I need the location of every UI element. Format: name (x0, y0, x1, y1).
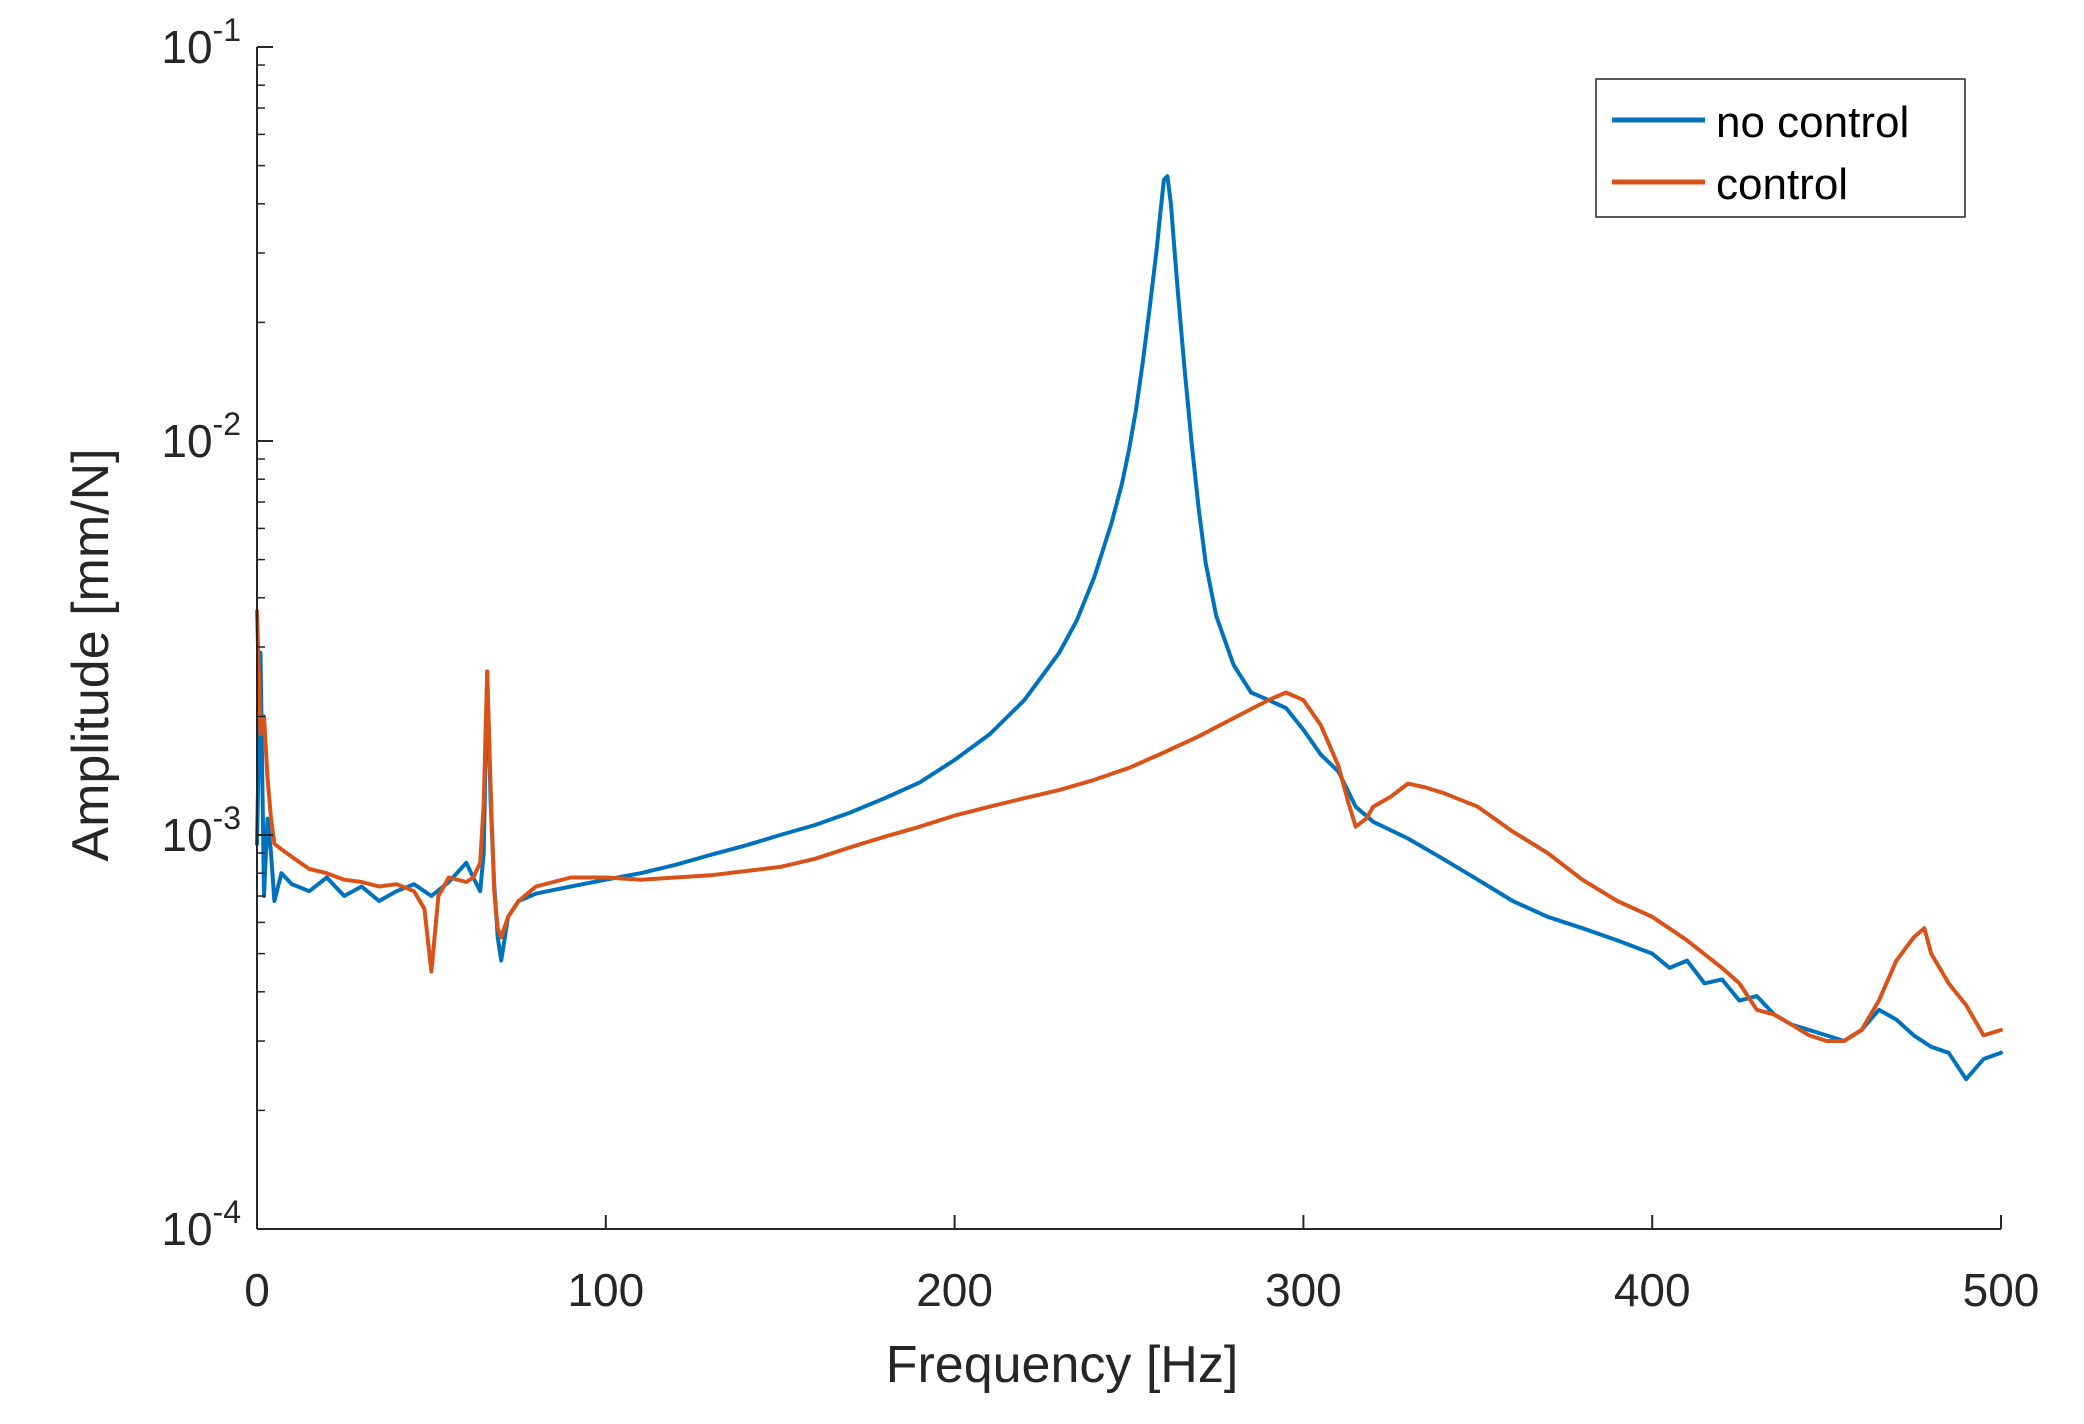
x-tick-label: 100 (567, 1264, 644, 1316)
x-ticks: 0 100 200 300 400 500 (244, 1215, 2039, 1316)
legend-box (1595, 78, 1966, 218)
series-line-control (255, 609, 2003, 1043)
y-ticks: 10-1 10-2 10-3 10-4 (161, 12, 273, 1255)
series-line-no-control (255, 174, 2003, 1082)
legend-label-no-control: no control (1716, 98, 1909, 147)
y-tick-label: 10-3 (161, 800, 241, 861)
y-tick-label: 10-2 (161, 406, 241, 467)
legend-label-control: control (1716, 160, 1848, 209)
x-axis-title: Frequency [Hz] (886, 1336, 1239, 1394)
x-tick-label: 200 (916, 1264, 993, 1316)
x-tick-label: 300 (1265, 1264, 1342, 1316)
axes-layer (256, 47, 2001, 1230)
y-tick-label: 10-1 (161, 12, 241, 73)
series-layer (255, 174, 2003, 1082)
x-tick-label: 0 (244, 1264, 270, 1316)
x-tick-label: 400 (1614, 1264, 1691, 1316)
legend: no control control (1595, 78, 1966, 218)
y-tick-label: 10-4 (161, 1194, 241, 1255)
x-tick-label: 500 (1963, 1264, 2040, 1316)
y-axis-title: Amplitude [mm/N] (62, 448, 120, 861)
